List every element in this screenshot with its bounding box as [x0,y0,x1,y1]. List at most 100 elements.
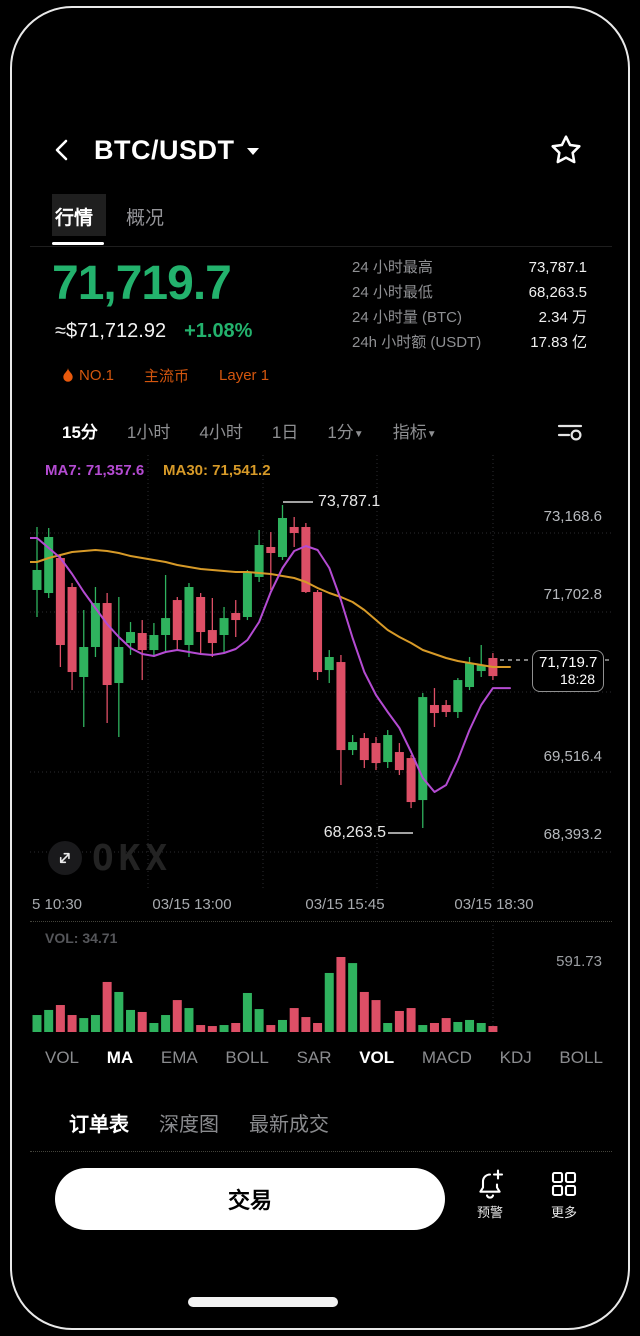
candle [114,647,124,684]
volume-bar [324,972,334,1032]
timeframe-1分[interactable]: 1分 ▼ [327,423,364,442]
rank-badge[interactable]: NO.1 [62,365,114,386]
candle [324,657,334,671]
mainstream-badge[interactable]: 主流币 [144,368,190,385]
volume-bar [137,1011,147,1032]
volume-bar [418,1025,428,1032]
candle [289,526,299,534]
volume-bar [429,1023,439,1032]
volume-bar [465,1019,475,1032]
caret-down-icon: ▼ [353,429,364,440]
orderbook-tabs: 订单表 深度图 最新成交 [69,1108,329,1137]
alert-action[interactable]: 预警 [464,1168,516,1221]
stat-value: 2.34 万 [538,309,587,326]
volume-bar [254,1009,264,1032]
timeframe-1小时[interactable]: 1小时 [126,423,171,442]
more-action[interactable]: 更多 [538,1168,590,1221]
stat-label: 24h 小时额 (USDT) [352,334,482,351]
candle [277,517,287,557]
stat-label: 24 小时量 (BTC) [352,309,463,326]
volume-bar [313,1023,323,1032]
volume-bar [55,1005,65,1032]
volume-bar [289,1008,299,1032]
stat-row: 24h 小时额 (USDT) 17.83 亿 [352,330,587,355]
indicator-tab-boll[interactable]: BOLL [559,1048,603,1067]
indicator-tab-kdj[interactable]: KDJ [499,1048,532,1067]
candle [219,618,229,636]
indicator-tab-macd[interactable]: MACD [421,1048,472,1067]
tab-market-highlight [52,194,106,236]
orderbook-divider [30,1151,612,1152]
indicator-tab-ema[interactable]: EMA [160,1048,198,1067]
y-axis-tick: 69,516.4 [543,748,602,765]
order-tab-深度图[interactable]: 深度图 [159,1114,219,1136]
candle [266,546,276,554]
y-axis-tick: 68,393.2 [543,826,602,843]
volume-bar [219,1025,229,1032]
x-axis-tick: 5 10:30 [31,896,83,913]
badges-row: NO.1 主流币 Layer 1 [62,365,269,386]
candle [441,705,451,713]
candle [254,545,264,577]
candle [67,586,77,673]
indicator-tab-vol[interactable]: VOL [359,1048,395,1067]
candle [102,603,112,686]
indicator-settings-icon[interactable] [556,418,584,449]
candle [126,632,136,644]
indicator-tab-vol[interactable]: VOL [45,1048,80,1067]
last-price: 71,719.7 [52,257,232,310]
candle [394,752,404,771]
pair-title[interactable]: BTC/USDT [94,135,235,165]
back-button[interactable] [50,136,74,169]
volume-bar [114,991,124,1032]
expand-chart-button[interactable] [48,841,82,875]
timeframe-4小时[interactable]: 4小时 [199,423,243,442]
volume-bar [149,1023,159,1032]
candle [149,635,159,651]
volume-bar [277,1019,287,1032]
expand-arrows-icon [59,852,70,864]
stat-label: 24 小时最高 [352,259,433,276]
timeframe-bar: 15分 1小时 4小时 1日 1分 ▼ 指标 ▼ [62,418,437,443]
timeframe-15分[interactable]: 15分 [62,423,98,442]
indicator-tab-boll[interactable]: BOLL [225,1048,269,1067]
stat-value: 17.83 亿 [530,334,587,351]
candle [301,526,311,593]
volume-bar [336,957,346,1032]
volume-bar [32,1015,42,1032]
pair-dropdown-caret-icon[interactable] [245,144,261,162]
volume-chart[interactable] [30,925,612,1033]
candle [161,618,171,636]
current-price-tag[interactable]: 71,719.7 18:28 [532,650,604,692]
candlestick-chart[interactable] [30,455,612,890]
layer1-badge[interactable]: Layer 1 [219,367,270,384]
indicator-tab-ma[interactable]: MA [106,1048,134,1067]
volume-bar [359,991,369,1032]
timeframe-1日[interactable]: 1日 [271,423,299,442]
candle [348,742,358,751]
candle [172,600,182,641]
timeframe-指标[interactable]: 指标 ▼ [392,423,437,442]
candle [406,758,416,803]
back-chevron-icon [55,139,68,161]
order-tab-最新成交[interactable]: 最新成交 [249,1114,329,1136]
home-indicator[interactable] [188,1297,338,1307]
tab-underline [52,242,104,245]
tab-market[interactable]: 行情 [55,208,94,229]
stat-label: 24 小时最低 [352,284,433,301]
tab-overview[interactable]: 概况 [126,208,165,229]
trade-button[interactable]: 交易 [55,1168,445,1230]
alert-label: 预警 [476,1205,503,1220]
indicator-tab-sar[interactable]: SAR [296,1048,332,1067]
stat-row: 24 小时最低 68,263.5 [352,280,587,305]
y-axis-tick: 73,168.6 [543,508,602,525]
favorite-star-icon[interactable] [549,133,583,172]
candle [207,630,217,644]
volume-bar [196,1025,206,1032]
order-tab-订单表[interactable]: 订单表 [69,1114,129,1136]
price-change: +1.08% [184,320,253,342]
candle [196,596,206,633]
alert-bell-icon [479,1169,504,1199]
high-annotation: 73,787.1 [318,493,381,510]
candle [137,633,147,651]
